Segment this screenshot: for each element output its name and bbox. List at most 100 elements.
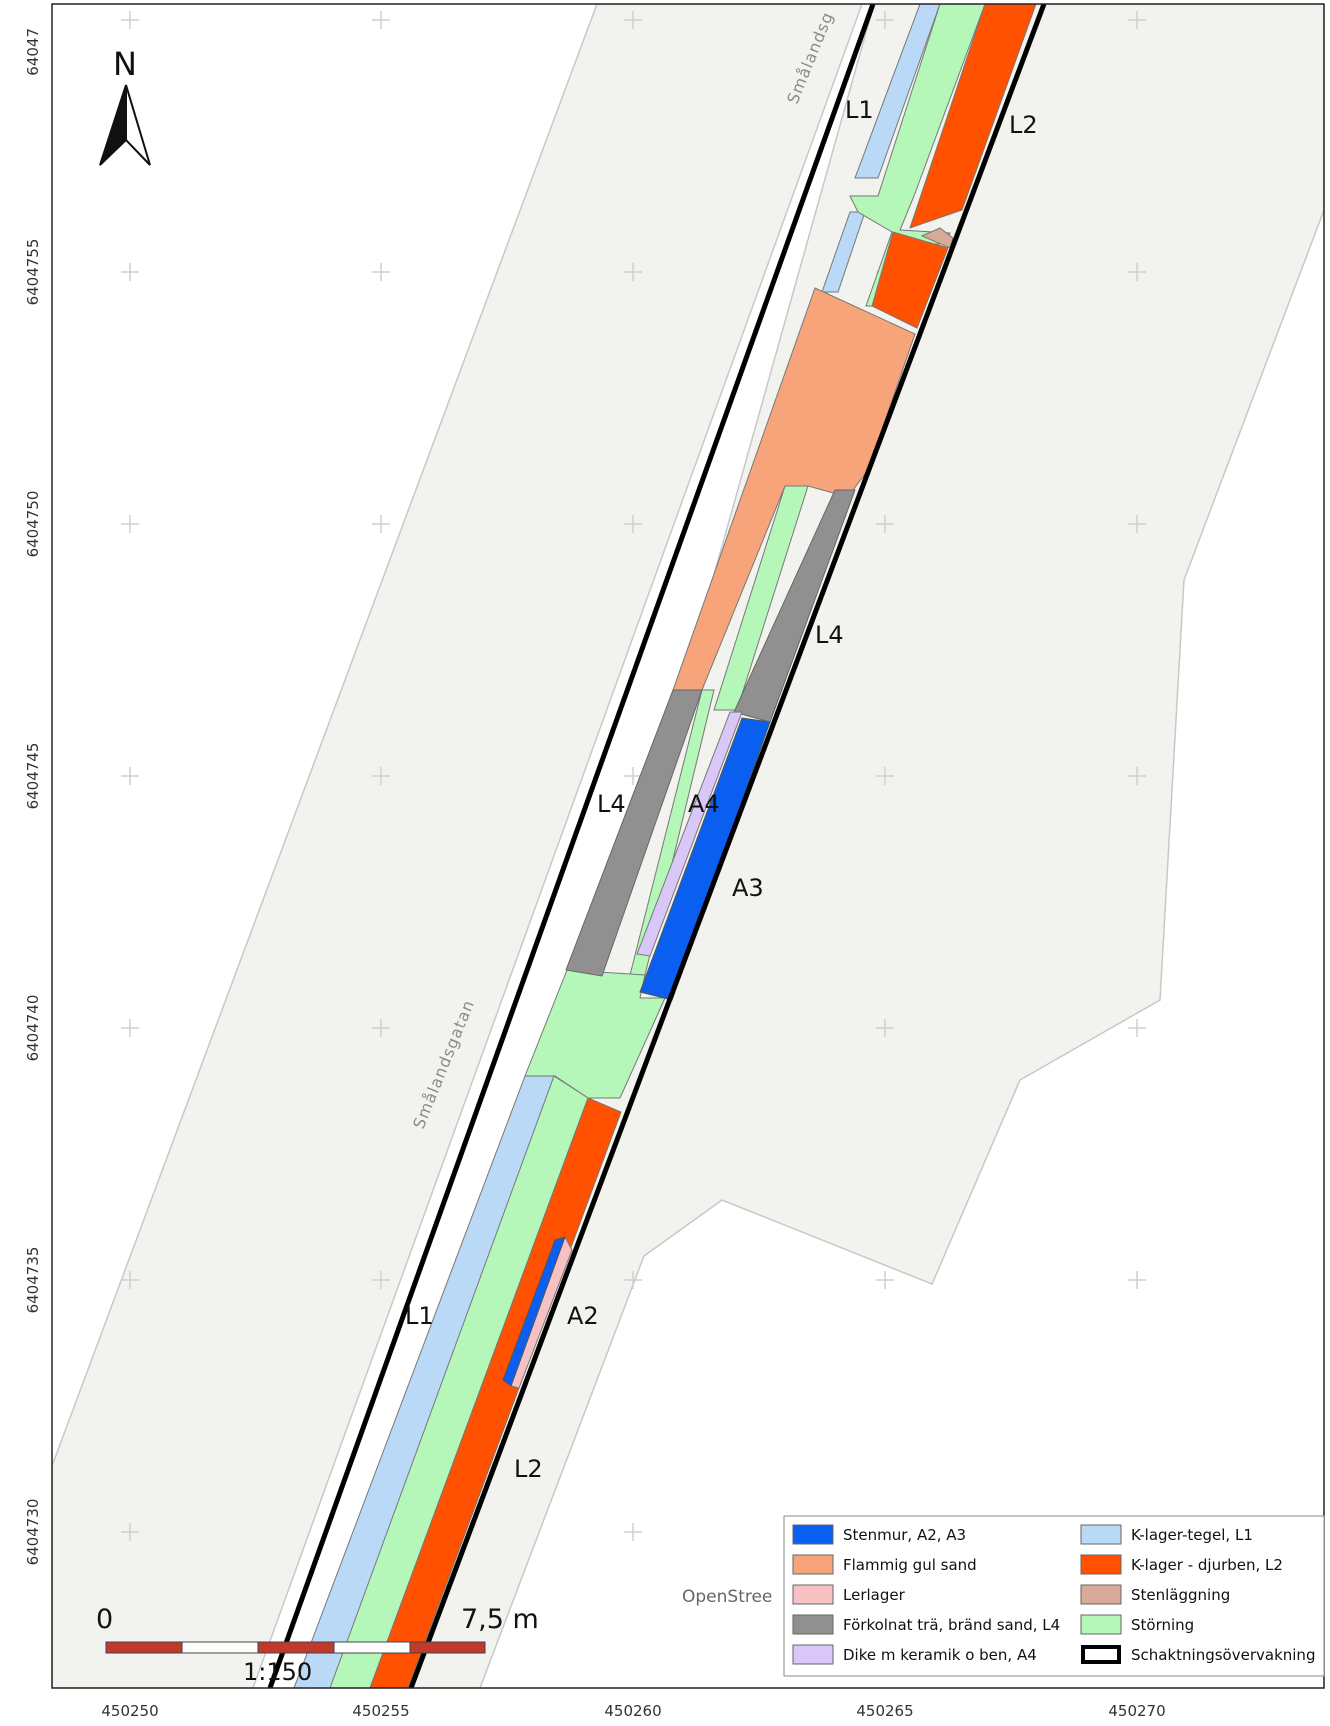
label-a4: A4 xyxy=(688,790,720,818)
grid-cross xyxy=(876,1019,894,1037)
grid-cross xyxy=(372,767,390,785)
grid-cross xyxy=(372,1271,390,1289)
trench-line-west xyxy=(267,4,876,1688)
grid-cross xyxy=(372,1019,390,1037)
legend-swatch xyxy=(1081,1645,1121,1664)
x-tick-label: 450265 xyxy=(856,1702,913,1720)
grid-cross xyxy=(372,515,390,533)
legend-item: Dike m keramik o ben, A4 xyxy=(792,1644,1037,1665)
map-layers xyxy=(52,4,1324,1688)
legend-swatch xyxy=(1080,1614,1122,1635)
x-tick-label: 450270 xyxy=(1108,1702,1165,1720)
land-east xyxy=(401,4,1324,1688)
legend: Stenmur, A2, A3 K-lager-tegel, L1 Flammig … xyxy=(783,1515,1325,1677)
label-l2-bottom: L2 xyxy=(514,1455,543,1483)
feature-stenlaggning xyxy=(920,227,954,249)
legend-swatch xyxy=(792,1584,834,1605)
legend-swatch xyxy=(792,1644,834,1665)
grid-cross xyxy=(372,263,390,281)
y-tick-label: 6404730 xyxy=(24,1499,42,1566)
legend-label: Flammig gul sand xyxy=(843,1556,977,1574)
grid-cross xyxy=(624,263,642,281)
x-tick-label: 450260 xyxy=(604,1702,661,1720)
legend-item: Störning xyxy=(1080,1614,1194,1635)
label-l4-left: L4 xyxy=(597,790,626,818)
feature-k-lager-tegel-l1-top xyxy=(854,4,941,179)
grid-cross xyxy=(121,11,139,29)
x-axis-labels: 450250 450255 450260 450265 450270 xyxy=(101,1702,1165,1720)
y-tick-label: 6404740 xyxy=(24,995,42,1062)
scale-label-length: 7,5 m xyxy=(461,1604,539,1635)
legend-swatch xyxy=(1080,1524,1122,1545)
grid-cross xyxy=(1128,11,1146,29)
legend-item: Flammig gul sand xyxy=(792,1554,977,1575)
legend-label: Förkolnat trä, bränd sand, L4 xyxy=(843,1616,1060,1634)
label-l4-right: L4 xyxy=(815,621,844,649)
legend-label: Dike m keramik o ben, A4 xyxy=(843,1646,1037,1664)
scale-segment-1 xyxy=(105,1641,183,1654)
grid-cross xyxy=(876,767,894,785)
grid-cross xyxy=(121,515,139,533)
grid-cross xyxy=(1128,1271,1146,1289)
grid-cross xyxy=(876,11,894,29)
map-attribution: OpenStree xyxy=(682,1587,772,1607)
y-tick-label: 6404750 xyxy=(24,491,42,558)
north-label: N xyxy=(113,45,137,83)
feature-stenmur-a2 xyxy=(502,1236,566,1387)
grid-cross xyxy=(876,1271,894,1289)
scale-segment-2 xyxy=(181,1641,259,1654)
legend-item: Förkolnat trä, bränd sand, L4 xyxy=(792,1614,1060,1635)
label-a2: A2 xyxy=(567,1302,599,1330)
feature-dike-a4 xyxy=(636,711,743,957)
legend-item: Stenläggning xyxy=(1080,1584,1230,1605)
scale-segment-5 xyxy=(409,1641,486,1654)
grid-cross xyxy=(624,767,642,785)
grid-cross xyxy=(876,515,894,533)
grid-cross xyxy=(624,1271,642,1289)
grid-cross xyxy=(1128,263,1146,281)
grid-cross xyxy=(1128,1019,1146,1037)
map-frame-border xyxy=(51,3,1325,1689)
trench-line-east xyxy=(408,4,1047,1688)
feature-k-lager-djurben-l2-top xyxy=(909,4,1037,229)
north-arrow: N xyxy=(99,45,151,166)
legend-item: Stenmur, A2, A3 xyxy=(792,1524,966,1545)
grid-cross xyxy=(121,1019,139,1037)
legend-label: Stenläggning xyxy=(1131,1586,1230,1604)
grid-cross xyxy=(624,1523,642,1541)
legend-label: K-lager - djurben, L2 xyxy=(1131,1556,1283,1574)
legend-label: Schaktningsövervakning xyxy=(1131,1646,1315,1664)
grid-cross xyxy=(121,1523,139,1541)
features xyxy=(293,4,1037,1688)
y-tick-label: 6404755 xyxy=(24,239,42,306)
legend-label: Lerlager xyxy=(843,1586,906,1604)
land-west xyxy=(52,4,863,1688)
legend-swatch xyxy=(1080,1584,1122,1605)
x-tick-label: 450255 xyxy=(352,1702,409,1720)
scale-segment-3 xyxy=(257,1641,335,1654)
legend-items: Stenmur, A2, A3 K-lager-tegel, L1 Flammig … xyxy=(792,1524,1315,1665)
y-tick-label: 64047 xyxy=(24,28,42,76)
legend-item: K-lager - djurben, L2 xyxy=(1080,1554,1283,1575)
label-a3: A3 xyxy=(732,874,764,902)
legend-box xyxy=(783,1515,1325,1677)
y-axis-labels: 64047 6404755 6404750 6404745 6404740 6404735… xyxy=(24,28,42,1565)
grid-cross xyxy=(624,515,642,533)
label-l2-top: L2 xyxy=(1009,111,1038,139)
trench-lines xyxy=(267,4,1047,1688)
legend-item: Schaktningsövervakning xyxy=(1081,1645,1315,1664)
legend-item: Lerlager xyxy=(792,1584,906,1605)
legend-swatch xyxy=(792,1614,834,1635)
grid-cross xyxy=(372,11,390,29)
north-arrow-icon xyxy=(99,84,151,166)
legend-label: K-lager-tegel, L1 xyxy=(1131,1526,1253,1544)
legend-label: Stenmur, A2, A3 xyxy=(843,1526,966,1544)
grid-cross xyxy=(1128,767,1146,785)
legend-swatch xyxy=(792,1524,834,1545)
legend-item: K-lager-tegel, L1 xyxy=(1080,1524,1253,1545)
grid-cross xyxy=(121,767,139,785)
label-l1-bottom: L1 xyxy=(405,1302,434,1330)
legend-swatch xyxy=(1080,1554,1122,1575)
feature-storning-bottom xyxy=(329,1075,589,1688)
